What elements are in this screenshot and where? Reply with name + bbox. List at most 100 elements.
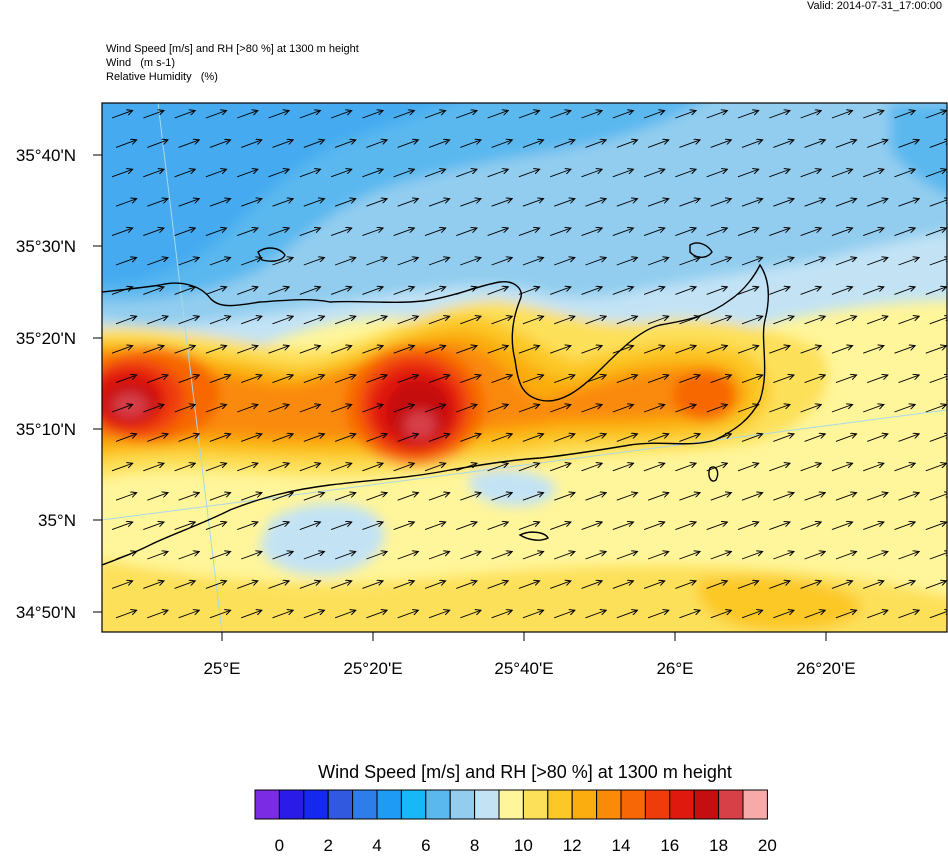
wind-arrow: [143, 404, 164, 413]
wind-arrow: [366, 375, 387, 384]
lat-label: 34°50'N: [16, 603, 76, 622]
wind-arrow: [643, 346, 665, 354]
wind-arrow: [303, 257, 325, 266]
wind-arrow: [393, 463, 415, 472]
wind-arrow: [237, 463, 258, 472]
wind-arrow: [334, 551, 356, 560]
wind-arrow: [522, 375, 544, 384]
wind-arrow: [393, 110, 415, 119]
wind-arrow: [268, 346, 290, 354]
wind-arrow: [272, 375, 294, 384]
wind-arrow: [237, 346, 258, 354]
wind-arrow: [174, 228, 196, 237]
wind-arrow: [863, 110, 884, 119]
wind-arrow: [710, 375, 732, 384]
wind-arrow: [178, 610, 200, 619]
wind-arrow: [237, 581, 258, 589]
wind-arrow: [178, 316, 200, 325]
wind-arrow: [272, 140, 294, 148]
wind-arrow: [835, 257, 857, 266]
wind-arrow: [522, 434, 544, 442]
wind-arrow: [585, 199, 607, 207]
wind-arrow: [647, 493, 669, 501]
colorbar-swatch: [303, 789, 329, 820]
wind-arrow: [393, 228, 415, 237]
wind-arrow: [710, 493, 732, 501]
wind-arrow: [769, 581, 790, 589]
wind-arrow: [585, 140, 607, 148]
wind-arrow: [115, 375, 137, 384]
wind-arrow: [647, 551, 669, 560]
colorbar-label: 2: [323, 836, 333, 855]
wind-arrow: [773, 140, 794, 148]
wind-arrow: [679, 257, 700, 266]
colorbar-swatch: [571, 789, 598, 820]
wind-arrow: [737, 581, 759, 589]
wind-arrow: [710, 257, 732, 266]
wind-arrow: [334, 375, 356, 384]
wind-arrow: [706, 522, 728, 531]
wind-arrow: [115, 140, 137, 148]
wind-arrow: [491, 493, 513, 501]
wind-arrow: [303, 551, 325, 560]
wind-arrow: [241, 316, 262, 325]
lat-label: 35°20'N: [16, 329, 76, 348]
wind-arrow: [675, 404, 696, 413]
wind-arrow: [487, 463, 509, 472]
wind-arrow: [143, 522, 164, 531]
wind-arrow: [581, 228, 603, 237]
wind-arrow: [209, 434, 231, 442]
wind-arrow: [929, 199, 947, 207]
colorbar-label: 20: [757, 836, 777, 855]
wind-arrow: [769, 110, 790, 119]
wind-arrow: [585, 434, 607, 442]
wind-arrow: [550, 463, 571, 472]
wind-arrow: [143, 463, 164, 472]
wind-arrow: [643, 522, 665, 531]
wind-arrow: [863, 404, 884, 413]
wind-arrow: [831, 169, 853, 178]
wind-arrow: [929, 434, 947, 442]
wind-arrow: [147, 551, 168, 560]
wind-arrow: [205, 169, 227, 178]
wind-arrow: [710, 316, 732, 325]
wind-arrow: [522, 493, 544, 501]
wind-arrow: [362, 522, 383, 531]
wind-arrow: [174, 110, 196, 119]
wind-arrow: [867, 140, 888, 148]
wind-arrow: [769, 522, 790, 531]
wind-arrow: [491, 551, 513, 560]
colorbar-swatch: [254, 789, 280, 820]
wind-arrow: [362, 404, 383, 413]
wind-arrow: [643, 463, 665, 472]
wind-arrow: [522, 199, 544, 207]
wind-arrow: [800, 346, 822, 354]
wind-arrow: [616, 375, 638, 384]
wind-arrow: [147, 493, 168, 501]
wind-arrow: [115, 610, 137, 619]
wind-arrow: [679, 610, 700, 619]
wind-arrow: [675, 346, 696, 354]
wind-subtitle: Wind (m s-1): [106, 57, 176, 69]
wind-arrow: [303, 199, 325, 207]
lat-label: 35°30'N: [16, 237, 76, 256]
wind-arrow: [518, 463, 540, 472]
wind-arrow: [362, 110, 383, 119]
wind-arrow: [773, 316, 794, 325]
wind-arrow: [867, 199, 888, 207]
wind-arrow: [898, 140, 920, 148]
colorbar-title: Wind Speed [m/s] and RH [>80 %] at 1300 …: [318, 762, 732, 782]
wind-arrow: [585, 316, 607, 325]
wind-arrow: [647, 434, 669, 442]
wind-arrow: [679, 140, 700, 148]
wind-arrow: [111, 346, 133, 354]
lat-label: 35°10'N: [16, 420, 76, 439]
wind-arrow: [178, 434, 200, 442]
colorbar-swatch: [400, 789, 427, 820]
wind-arrow: [241, 493, 262, 501]
wind-arrow: [706, 228, 728, 237]
wind-arrow: [831, 228, 853, 237]
wind-arrow: [804, 257, 826, 266]
lon-label: 25°40'E: [494, 659, 553, 678]
wind-arrow: [675, 110, 696, 119]
